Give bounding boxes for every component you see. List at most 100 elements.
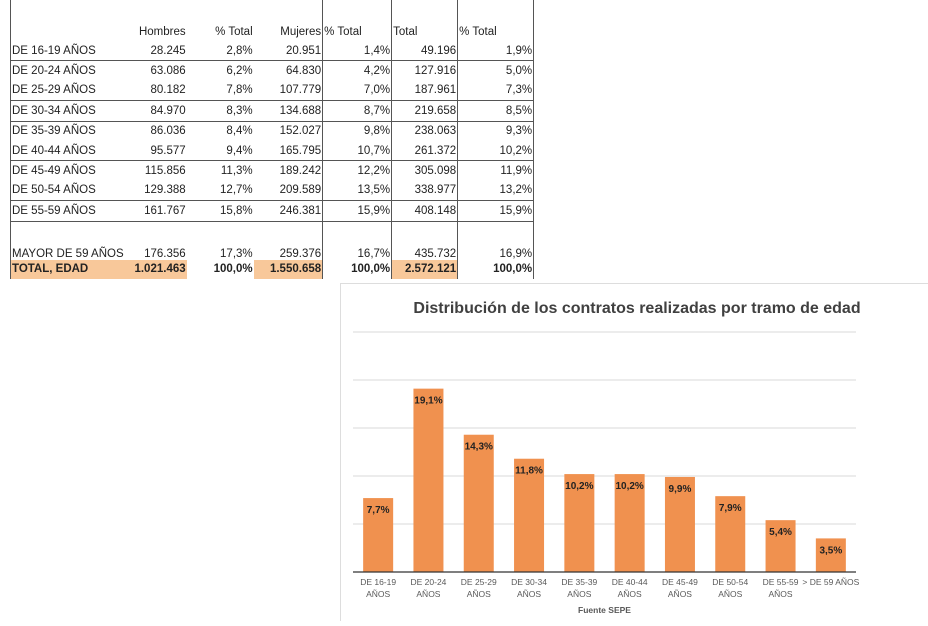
bar bbox=[715, 496, 746, 572]
cell: 95.577 bbox=[124, 140, 187, 162]
cell: 134.688 bbox=[253, 100, 324, 122]
row-label: TOTAL, EDAD bbox=[9, 259, 125, 279]
cell: 15,9% bbox=[457, 200, 535, 222]
x-tick-label: DE 20-24 bbox=[410, 577, 446, 587]
cell: 152.027 bbox=[253, 121, 324, 141]
cell: 107.779 bbox=[253, 80, 324, 102]
x-tick-label: AÑOS bbox=[668, 589, 692, 599]
bar bbox=[614, 474, 645, 572]
cell: 4,2% bbox=[322, 60, 393, 81]
cell: 209.589 bbox=[253, 180, 324, 202]
table-row: DE 20-24 AÑOS 63.086 6,2% 64.830 4,2% 127.916… bbox=[9, 60, 535, 81]
cell: 2.572.121 bbox=[391, 259, 459, 279]
table-row: DE 45-49 AÑOS 115.856 11,3% 189.242 12,2% 305… bbox=[9, 160, 535, 181]
cell: 11,3% bbox=[220, 165, 253, 178]
cell: 259.376 bbox=[253, 221, 324, 260]
cell: 10,7% bbox=[322, 140, 393, 162]
x-tick-label: AÑOS bbox=[517, 589, 541, 599]
row-label: DE 16-19 AÑOS bbox=[9, 41, 125, 62]
bar-chart: Distribución de los contratos realizadas… bbox=[340, 283, 928, 621]
table-row: DE 25-29 AÑOS 80.182 7,8% 107.779 7,0% 187.96… bbox=[9, 80, 535, 102]
bar bbox=[413, 388, 444, 572]
cell: 129.388 bbox=[124, 180, 187, 202]
cell: 11,9% bbox=[457, 160, 535, 181]
x-tick-label: AÑOS bbox=[618, 589, 642, 599]
x-tick-label: AÑOS bbox=[467, 589, 491, 599]
cell: 176.356 bbox=[144, 247, 186, 260]
header-row: Hombres% Total Mujeres% Total Total% Total bbox=[9, 0, 535, 41]
x-tick-label: DE 50-54 bbox=[712, 577, 748, 587]
x-tick-label: AÑOS bbox=[366, 589, 390, 599]
cell: 261.372 bbox=[391, 140, 459, 162]
bar bbox=[765, 520, 796, 572]
data-label: 10,2% bbox=[565, 481, 593, 492]
data-label: 19,1% bbox=[414, 396, 442, 407]
table-row: DE 16-19 AÑOS 28.245 2,8% 20.951 1,4% 49.196 1… bbox=[9, 41, 535, 62]
cell: 5,0% bbox=[457, 60, 535, 81]
table-row: DE 55-59 AÑOS 161.767 15,8% 246.381 15,9% 408… bbox=[9, 200, 535, 222]
cell: 84.970 bbox=[124, 100, 187, 122]
bar bbox=[564, 474, 595, 572]
cell: 8,4% bbox=[226, 125, 253, 138]
data-label: 3,5% bbox=[819, 545, 842, 556]
table-row: DE 30-34 AÑOS 84.970 8,3% 134.688 8,7% 219.65… bbox=[9, 100, 535, 122]
cell: % Total bbox=[322, 0, 393, 41]
cell: 115.856 bbox=[144, 165, 186, 178]
cell: 16,7% bbox=[322, 221, 393, 260]
cell: 1.550.658 bbox=[253, 259, 324, 279]
table-row: MAYOR DE 59 AÑOS 176.356 17,3% 259.376 16,7%… bbox=[9, 221, 535, 260]
data-label: 7,7% bbox=[367, 505, 390, 516]
cell: 100,0% bbox=[457, 259, 535, 279]
cell: 2,8% bbox=[186, 41, 254, 62]
cell: 100,0% bbox=[213, 263, 253, 276]
cell: 80.182 bbox=[124, 80, 187, 102]
data-label: 9,9% bbox=[669, 484, 692, 495]
cell: 1,4% bbox=[322, 41, 393, 62]
cell: 9,3% bbox=[457, 121, 535, 141]
bar bbox=[514, 458, 545, 572]
cell: 338.977 bbox=[391, 180, 459, 202]
chart-title: Distribución de los contratos realizadas… bbox=[413, 300, 860, 317]
cell: 17,3% bbox=[220, 247, 253, 260]
bar bbox=[463, 434, 494, 572]
cell: 64.830 bbox=[253, 60, 324, 81]
cell: 9,4% bbox=[186, 140, 254, 162]
cell: 238.063 bbox=[391, 121, 459, 141]
x-tick-label: DE 45-49 bbox=[662, 577, 698, 587]
x-tick-label: AÑOS bbox=[769, 589, 793, 599]
cell: 8,7% bbox=[322, 100, 393, 122]
x-tick-label: DE 30-34 bbox=[511, 577, 547, 587]
cell: 7,0% bbox=[322, 80, 393, 102]
x-axis-label: Fuente SEPE bbox=[578, 605, 631, 615]
cell: % Total bbox=[457, 0, 535, 41]
cell: 1.021.463 bbox=[124, 259, 187, 279]
cell: 127.916 bbox=[391, 60, 459, 81]
row-label bbox=[9, 0, 125, 41]
cell: 20.951 bbox=[253, 41, 324, 62]
row-label: DE 35-39 AÑOS bbox=[9, 121, 125, 141]
row-label: DE 40-44 AÑOS bbox=[9, 140, 125, 162]
cell: 15,8% bbox=[186, 200, 254, 222]
cell: 86.036 bbox=[150, 125, 186, 138]
cell: 1,9% bbox=[457, 41, 535, 62]
x-tick-label: DE 35-39 bbox=[561, 577, 597, 587]
cell: 16,9% bbox=[457, 221, 535, 260]
row-label: DE 45-49 AÑOS bbox=[9, 160, 125, 181]
cell: 13,2% bbox=[457, 180, 535, 202]
age-distribution-table: Hombres% Total Mujeres% Total Total% Total… bbox=[9, 0, 535, 279]
x-tick-label: AÑOS bbox=[416, 589, 440, 599]
cell: 8,3% bbox=[186, 100, 254, 122]
cell: 7,3% bbox=[457, 80, 535, 102]
cell: 305.098 bbox=[391, 160, 459, 181]
x-tick-label: DE 25-29 bbox=[461, 577, 497, 587]
cell: 13,5% bbox=[322, 180, 393, 202]
cell: 100,0% bbox=[322, 259, 393, 279]
cell: 219.658 bbox=[391, 100, 459, 122]
data-label: 7,9% bbox=[719, 503, 742, 514]
table-row: DE 50-54 AÑOS 129.388 12,7% 209.589 13,5% 338… bbox=[9, 180, 535, 202]
cell: 9,8% bbox=[322, 121, 393, 141]
total-row: TOTAL, EDAD 1.021.463 100,0% 1.550.658 100,0… bbox=[9, 259, 535, 279]
bar bbox=[363, 498, 394, 572]
x-tick-label: DE 55-59 bbox=[763, 577, 799, 587]
row-label: MAYOR DE 59 AÑOS bbox=[9, 221, 125, 260]
